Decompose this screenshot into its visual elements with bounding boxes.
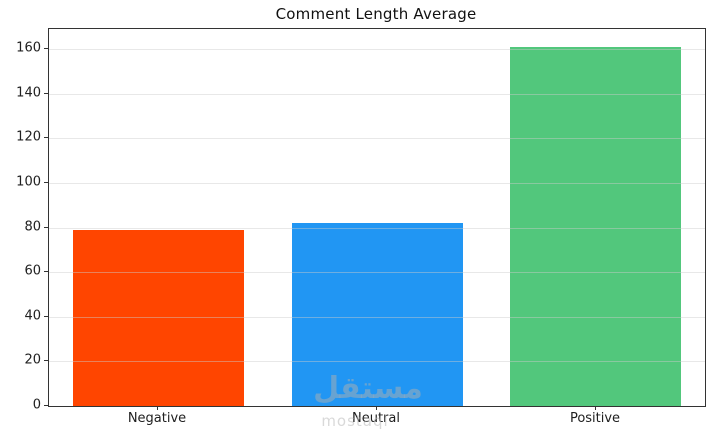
bar-neutral <box>292 223 463 406</box>
x-tick-label-positive: Positive <box>569 411 621 426</box>
y-tick-label-80: 80 <box>24 219 41 235</box>
bar-negative <box>73 230 244 406</box>
x-tick-mark-neutral <box>376 406 377 410</box>
y-tick-label-20: 20 <box>24 352 41 368</box>
chart-title: Comment Length Average <box>275 5 477 23</box>
y-tick-mark-80 <box>44 227 48 228</box>
y-tick-mark-20 <box>44 360 48 361</box>
gridline-140 <box>49 94 705 95</box>
y-tick-label-0: 0 <box>32 397 41 413</box>
gridline-20 <box>49 361 705 362</box>
y-tick-mark-140 <box>44 93 48 94</box>
y-tick-mark-60 <box>44 271 48 272</box>
gridline-120 <box>49 138 705 139</box>
y-tick-label-140: 140 <box>16 85 41 101</box>
gridline-60 <box>49 272 705 273</box>
y-tick-label-160: 160 <box>16 40 41 56</box>
y-tick-label-60: 60 <box>24 263 41 279</box>
gridline-80 <box>49 228 705 229</box>
y-tick-mark-40 <box>44 316 48 317</box>
y-tick-mark-160 <box>44 48 48 49</box>
gridline-40 <box>49 317 705 318</box>
x-tick-label-neutral: Neutral <box>352 411 400 426</box>
y-tick-mark-0 <box>44 405 48 406</box>
bar-positive <box>510 47 681 406</box>
x-tick-mark-negative <box>157 406 158 410</box>
gridline-160 <box>49 49 705 50</box>
y-tick-mark-100 <box>44 182 48 183</box>
x-tick-label-negative: Negative <box>127 411 187 426</box>
y-tick-label-120: 120 <box>16 129 41 145</box>
y-tick-label-100: 100 <box>16 174 41 190</box>
plot-area <box>48 28 706 407</box>
gridline-100 <box>49 183 705 184</box>
x-tick-mark-positive <box>595 406 596 410</box>
y-tick-mark-120 <box>44 137 48 138</box>
y-tick-label-40: 40 <box>24 308 41 324</box>
